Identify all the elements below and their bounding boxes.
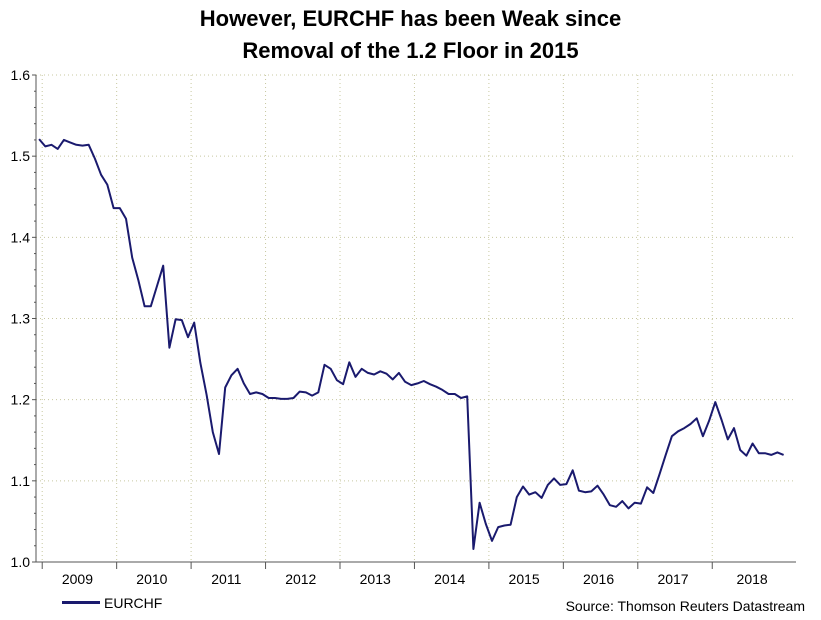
y-tick-label: 1.0 [11,554,31,570]
source-note: Source: Thomson Reuters Datastream [565,598,805,614]
chart-title-line-1: However, EURCHF has been Weak since [199,6,622,31]
y-axis-ticks: 1.0 1.1 1.2 1.3 1.4 1.5 1.6 [11,67,36,570]
y-tick-label: 1.1 [11,473,31,489]
x-tick-label: 2009 [62,571,93,587]
legend-swatch-eurchf [62,601,100,604]
y-tick-label: 1.4 [11,229,31,245]
grid [36,74,796,562]
x-tick-label: 2010 [136,571,167,587]
x-tick-label: 2015 [509,571,540,587]
x-tick-label: 2013 [360,571,391,587]
x-tick-label: 2012 [285,571,316,587]
x-tick-label: 2017 [657,571,688,587]
series-line-eurchf [38,138,784,550]
x-tick-label: 2011 [211,571,241,587]
x-axis-ticks: 2009 2010 2011 2012 2013 2014 2015 2016 2017 2018 [41,562,768,587]
y-tick-label: 1.6 [11,67,31,83]
y-tick-label: 1.3 [11,311,31,327]
y-tick-label: 1.5 [11,148,31,164]
x-tick-label: 2016 [583,571,614,587]
x-tick-label: 2014 [434,571,465,587]
x-tick-label: 2018 [737,571,768,587]
series-layer [38,138,784,550]
legend-label-eurchf: EURCHF [104,595,163,611]
chart-title-line-2: Removal of the 1.2 Floor in 2015 [242,38,579,63]
y-tick-label: 1.2 [11,392,31,408]
